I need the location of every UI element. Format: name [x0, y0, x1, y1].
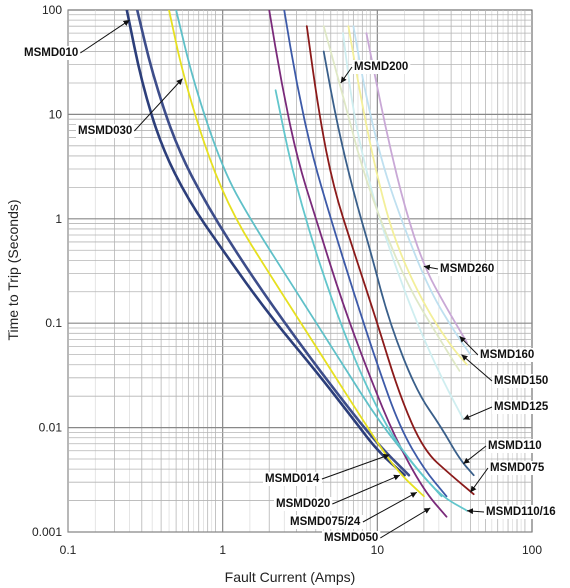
series-line-msmd075	[305, 25, 475, 496]
series-group	[125, 10, 475, 518]
x-tick-label: 1	[219, 543, 226, 557]
series-label-bg	[274, 497, 333, 511]
series-line-msmd014	[135, 10, 411, 477]
series-label-msmd150: MSMD150	[461, 354, 551, 388]
series-label-arrow	[461, 354, 493, 382]
y-tick-label: 100	[42, 3, 62, 17]
series-label-msmd075: MSMD075	[470, 461, 547, 493]
series-label-text: MSMD075	[490, 462, 545, 474]
series-label-msmd020: MSMD020	[274, 474, 401, 511]
series-line-msmd050	[268, 10, 448, 518]
series-line-msmd200	[322, 25, 461, 372]
y-tick-label: 10	[49, 107, 63, 121]
x-axis-title: Fault Current (Amps)	[225, 569, 356, 585]
series-label-arrow	[466, 508, 485, 515]
series-label-msmd010: MSMD010	[22, 19, 130, 60]
series-label-bg	[263, 472, 322, 486]
series-line-msmd110-16	[274, 89, 468, 512]
y-tick-label: 1	[55, 212, 62, 226]
series-line-msmd010	[125, 10, 406, 477]
series-label-bg	[438, 262, 497, 276]
series-label-bg	[486, 439, 544, 453]
series-label-arrow	[362, 491, 418, 523]
series-label-text: MSMD030	[78, 125, 132, 137]
series-label-msmd075-24: MSMD075/24	[288, 491, 418, 529]
series-label-text: MSMD150	[494, 375, 548, 387]
series-label-arrow	[332, 474, 401, 505]
series-label-text: MSMD125	[494, 401, 549, 413]
series-label-text: MSMD200	[354, 61, 408, 73]
series-label-arrow	[470, 467, 489, 493]
series-labels: MSMD010 MSMD030 MSMD200 MSMD260 MSMD160 MSMD1…	[22, 19, 558, 545]
series-line-msmd150	[347, 25, 468, 366]
series-label-text: MSMD160	[480, 349, 534, 361]
y-tick-label: 0.1	[45, 316, 62, 330]
series-label-text: MSMD020	[276, 498, 330, 510]
series-line-msmd020	[168, 10, 425, 498]
series-label-bg	[492, 374, 551, 388]
y-tick-label: 0.01	[39, 421, 63, 435]
series-label-text: MSMD014	[265, 473, 320, 485]
series-label-msmd014: MSMD014	[263, 453, 390, 486]
series-label-text: MSMD110	[488, 440, 542, 452]
series-line-msmd110	[322, 50, 475, 477]
series-label-bg	[478, 348, 537, 362]
series-label-arrow	[80, 19, 130, 54]
series-label-text: MSMD110/16	[486, 506, 556, 518]
series-line-msmd075-24	[283, 10, 448, 498]
series-label-msmd110: MSMD110	[463, 439, 544, 465]
series-label-bg	[322, 531, 381, 545]
tick-labels: 0.1 1 10 100 100 10 1 0.1 0.01 0.001	[32, 3, 542, 557]
series-label-bg	[288, 515, 363, 529]
series-label-bg	[76, 124, 135, 138]
series-label-msmd050: MSMD050	[322, 507, 431, 545]
series-label-arrow	[340, 66, 353, 84]
series-label-text: MSMD260	[440, 263, 494, 275]
series-label-msmd030: MSMD030	[76, 78, 183, 138]
series-label-arrow	[133, 78, 183, 132]
x-tick-label: 0.1	[60, 543, 77, 557]
series-label-bg	[22, 46, 81, 60]
series-label-text: MSMD075/24	[290, 516, 361, 528]
series-lines	[125, 10, 475, 518]
series-label-msmd110-16: MSMD110/16	[466, 505, 558, 519]
series-label-msmd200: MSMD200	[340, 60, 411, 84]
series-label-msmd260: MSMD260	[423, 262, 497, 276]
y-tick-label: 0.001	[32, 525, 62, 539]
series-label-arrow	[380, 507, 431, 539]
series-label-msmd125: MSMD125	[463, 400, 551, 420]
series-label-text: MSMD050	[324, 532, 378, 544]
series-label-bg	[492, 400, 551, 414]
series-label-arrow	[463, 406, 493, 420]
series-label-bg	[352, 60, 411, 74]
series-label-text: MSMD010	[24, 47, 78, 59]
x-tick-label: 100	[522, 543, 542, 557]
series-line-msmd125	[342, 32, 465, 421]
series-label-msmd160: MSMD160	[459, 335, 537, 362]
series-label-arrow	[423, 264, 439, 271]
y-axis-title: Time to Trip (Seconds)	[5, 199, 21, 340]
series-label-arrow	[463, 445, 487, 465]
series-label-arrow	[459, 335, 479, 356]
series-label-arrow	[321, 453, 390, 480]
x-tick-label: 10	[371, 543, 385, 557]
series-label-bg	[488, 461, 547, 475]
series-label-bg	[484, 505, 558, 519]
